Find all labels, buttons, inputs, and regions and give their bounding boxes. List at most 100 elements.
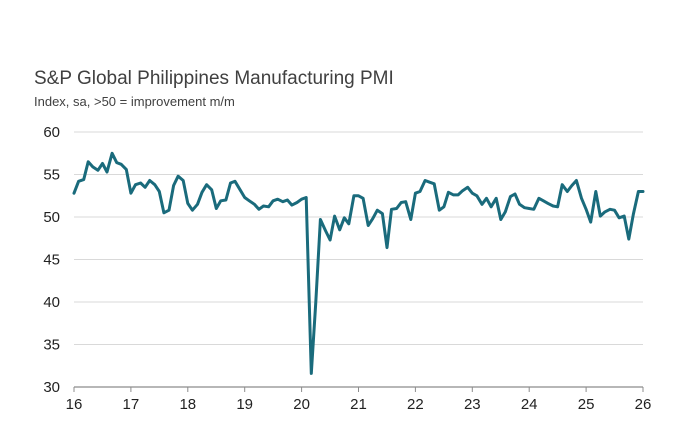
pmi-data-point (91, 165, 95, 169)
pmi-data-point (641, 190, 645, 193)
pmi-data-point (551, 204, 555, 208)
pmi-data-point (271, 199, 275, 202)
pmi-data-point (485, 197, 488, 200)
x-axis-ticks: 16 17 18 19 20 21 22 23 24 25 26 (66, 387, 651, 413)
x-tick-label: 17 (123, 396, 140, 413)
pmi-data-point (219, 199, 222, 202)
pmi-data-point (423, 179, 427, 182)
pmi-data-point (589, 220, 592, 224)
x-tick-label: 19 (236, 396, 253, 413)
pmi-data-point (343, 216, 346, 219)
pmi-data-point (290, 203, 294, 207)
pmi-data-point (110, 152, 114, 155)
pmi-data-point (447, 191, 450, 194)
x-tick-label: 18 (179, 396, 196, 413)
pmi-data-point (608, 208, 612, 211)
pmi-data-point (637, 190, 640, 193)
gridlines (74, 131, 643, 388)
pmi-data-point (523, 206, 526, 209)
pmi-data-point (518, 203, 521, 206)
pmi-data-point (475, 194, 479, 197)
pmi-data-point (575, 179, 578, 182)
pmi-data-point (314, 300, 317, 304)
pmi-data-point (328, 238, 332, 242)
chart-subtitle: Index, sa, >50 = improvement m/m (34, 94, 235, 109)
pmi-data-point (418, 190, 422, 193)
pmi-data-point (556, 205, 559, 208)
x-tick-label: 21 (350, 396, 367, 413)
pmi-data-point (509, 195, 512, 198)
pmi-data-point (310, 372, 313, 375)
pmi-data-point (594, 190, 597, 193)
pmi-data-point (361, 197, 365, 200)
y-tick-label: 35 (43, 337, 60, 354)
pmi-data-point (115, 161, 118, 164)
y-tick-label: 45 (43, 252, 60, 269)
pmi-data-point (584, 208, 588, 211)
pmi-data-point (466, 186, 469, 189)
pmi-data-point (528, 207, 531, 210)
pmi-data-point (428, 181, 431, 184)
pmi-data-point (248, 199, 251, 202)
series-layer (72, 151, 645, 375)
pmi-data-point (305, 196, 308, 199)
y-tick-label: 40 (43, 294, 60, 311)
pmi-data-point (72, 192, 76, 195)
pmi-data-point (617, 216, 621, 219)
pmi-data-point (276, 198, 279, 201)
pmi-data-point (253, 203, 256, 206)
pmi-data-point (243, 196, 246, 199)
pmi-data-point (546, 202, 550, 205)
pmi-data-point (210, 188, 213, 191)
pmi-data-point (371, 217, 374, 220)
pmi-data-point (153, 183, 156, 186)
y-tick-label: 50 (43, 209, 60, 226)
pmi-data-point (224, 198, 228, 202)
pmi-data-point (238, 188, 242, 191)
pmi-data-point (438, 209, 441, 212)
pmi-data-point (561, 183, 564, 186)
pmi-data-point (205, 183, 208, 186)
pmi-data-point (139, 181, 142, 185)
pmi-data-point (623, 214, 626, 218)
pmi-data-point (532, 208, 535, 211)
pmi-data-point (400, 201, 403, 204)
pmi-data-point (319, 218, 322, 221)
pmi-data-point (186, 202, 189, 205)
pmi-data-point (513, 192, 517, 196)
pmi-data-point (82, 178, 85, 181)
pmi-data-point (125, 168, 128, 171)
y-tick-label: 60 (43, 124, 60, 141)
pmi-data-point (300, 198, 303, 201)
y-axis-ticks: 30 35 40 45 50 55 60 (43, 124, 60, 396)
pmi-data-point (172, 184, 175, 187)
pmi-data-point (338, 228, 341, 231)
pmi-data-point (77, 180, 80, 183)
pmi-data-point (286, 198, 289, 202)
pmi-data-point (603, 210, 607, 214)
pmi-data-point (129, 192, 133, 195)
pmi-data-point (456, 193, 460, 197)
pmi-data-point (87, 160, 90, 163)
pmi-data-point (367, 224, 370, 227)
pmi-data-point (385, 246, 389, 249)
pmi-data-point (182, 179, 185, 182)
pmi-data-point (632, 213, 635, 216)
pmi-data-point (134, 183, 137, 186)
pmi-data-point (233, 180, 237, 183)
pmi-data-point (215, 207, 218, 210)
pmi-data-point (229, 181, 232, 185)
pmi-data-point (414, 192, 417, 195)
pmi-data-point (566, 190, 569, 193)
pmi-data-point (570, 184, 574, 187)
pmi-data-point (352, 194, 356, 197)
pmi-data-point (542, 199, 545, 202)
x-tick-label: 25 (578, 396, 595, 413)
chart-title: S&P Global Philippines Manufacturing PMI (34, 68, 394, 89)
pmi-data-point (537, 197, 541, 200)
pmi-data-point (158, 190, 161, 193)
pmi-data-point (499, 218, 502, 221)
pmi-data-point (357, 194, 360, 197)
pmi-data-point (196, 203, 199, 206)
x-tick-label: 20 (293, 396, 310, 413)
